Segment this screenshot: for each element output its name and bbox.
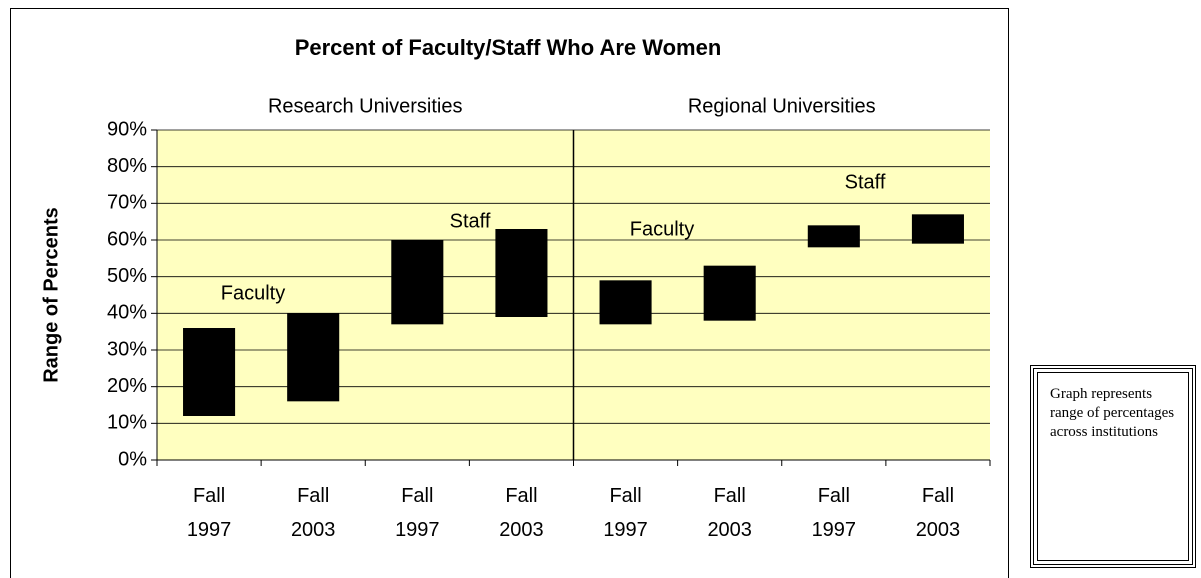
y-tick-label: 80%: [107, 155, 147, 177]
note-box: Graph represents range of percentages ac…: [1030, 365, 1196, 568]
x-tick-label: Fall 2003: [916, 485, 961, 541]
x-tick-label: Fall 2003: [499, 485, 544, 541]
x-tick-label: Fall 1997: [395, 485, 440, 541]
chart: Percent of Faculty/Staff Who Are Women R…: [10, 8, 1009, 578]
chart-title: Percent of Faculty/Staff Who Are Women: [295, 35, 722, 60]
group-label: Research Universities: [268, 95, 463, 117]
annotation: Staff: [450, 210, 491, 232]
annotation: Faculty: [630, 218, 694, 240]
range-bar: [703, 265, 756, 321]
y-tick-label: 30%: [107, 338, 147, 360]
range-bar: [287, 313, 340, 402]
y-tick-label: 90%: [107, 118, 147, 140]
y-tick-label: 10%: [107, 412, 147, 434]
annotation: Staff: [845, 171, 886, 193]
range-bar: [391, 240, 444, 325]
y-tick-label: 20%: [107, 375, 147, 397]
x-tick-label: Fall 2003: [707, 485, 752, 541]
group-label: Regional Universities: [688, 95, 876, 117]
y-tick-label: 40%: [107, 302, 147, 324]
x-tick-label: Fall 1997: [812, 485, 857, 541]
y-axis-label: Range of Percents: [40, 207, 62, 383]
annotation: Faculty: [221, 282, 285, 304]
y-tick-label: 70%: [107, 192, 147, 214]
range-bar: [807, 225, 860, 248]
range-bar: [599, 280, 652, 325]
x-tick-label: Fall 1997: [603, 485, 648, 541]
range-bar: [911, 214, 964, 244]
x-tick-label: Fall 2003: [291, 485, 336, 541]
y-tick-label: 60%: [107, 228, 147, 250]
y-tick-label: 0%: [118, 448, 147, 470]
y-tick-label: 50%: [107, 265, 147, 287]
range-bar: [495, 229, 548, 317]
x-tick-label: Fall 1997: [187, 485, 232, 541]
range-bar: [183, 328, 236, 416]
